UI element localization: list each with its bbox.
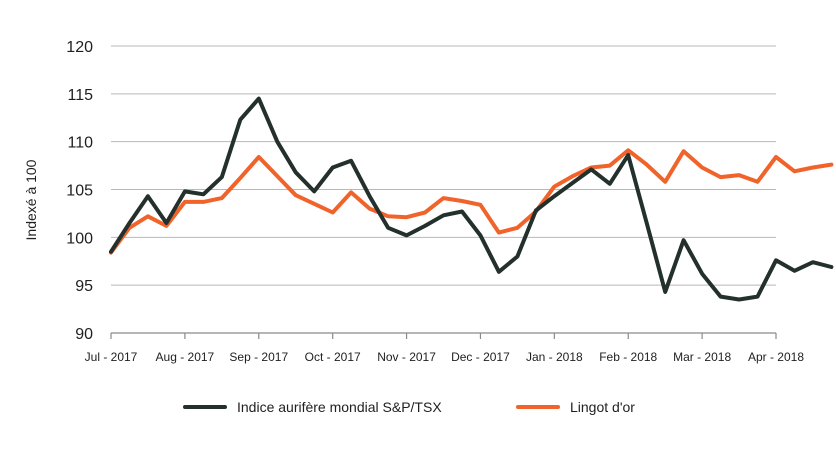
x-tick-label: Oct - 2017 <box>305 350 361 364</box>
series-line-0 <box>109 96 834 302</box>
y-axis-title: Indexé à 100 <box>23 159 39 240</box>
x-tick-label: Nov - 2017 <box>377 350 436 364</box>
x-tick-label: Jul - 2017 <box>85 350 138 364</box>
x-tick-label: Feb - 2018 <box>599 350 657 364</box>
x-tick-label: Dec - 2017 <box>451 350 510 364</box>
y-tick-label: 110 <box>67 135 93 152</box>
legend-label: Lingot d'or <box>570 399 635 415</box>
y-tick-label: 100 <box>66 230 93 247</box>
legend: Indice aurifère mondial S&P/TSX Lingot d'… <box>183 399 635 415</box>
x-tick-label: Mar - 2018 <box>673 350 731 364</box>
y-tick-labels: 90 95 100 105 110 115 120 <box>66 39 93 343</box>
x-tick-label: Aug - 2017 <box>156 350 215 364</box>
x-tick-label: Apr - 2018 <box>748 350 804 364</box>
y-tick-label: 120 <box>66 39 93 56</box>
y-tick-label: 105 <box>66 183 93 200</box>
x-tick-label: Jan - 2018 <box>526 350 583 364</box>
y-tick-label: 95 <box>75 278 93 295</box>
y-tick-label: 90 <box>75 326 93 343</box>
x-tick-labels: Jul - 2017 Aug - 2017 Sep - 2017 Oct - 2017… <box>85 350 805 364</box>
x-axis <box>110 332 777 339</box>
legend-label: Indice aurifère mondial S&P/TSX <box>237 399 442 415</box>
y-tick-label: 115 <box>67 87 93 104</box>
series-line-1 <box>109 148 834 255</box>
x-tick-label: Sep - 2017 <box>229 350 288 364</box>
series-lines <box>109 96 834 302</box>
